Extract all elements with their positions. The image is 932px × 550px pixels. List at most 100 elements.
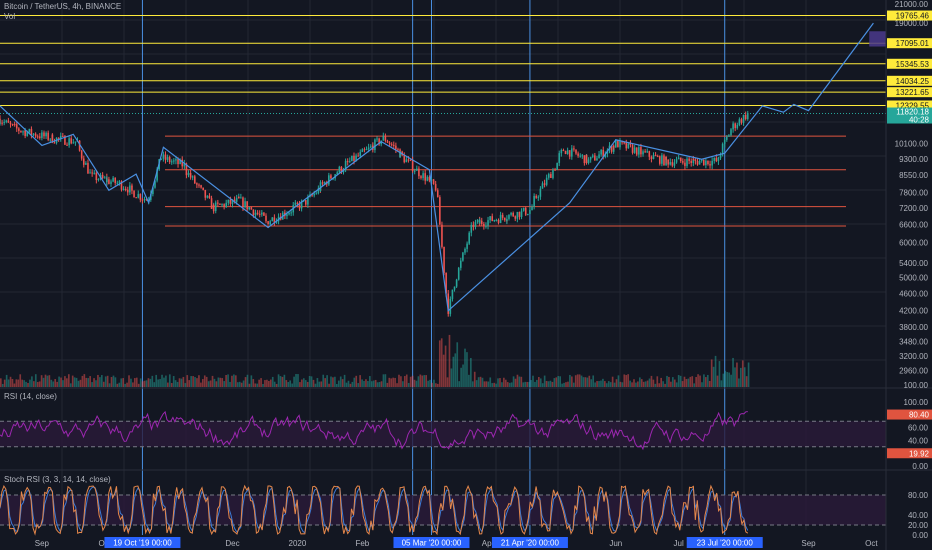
candle-body: [451, 289, 454, 293]
candle-body: [537, 196, 540, 198]
volume-bar: [69, 383, 72, 387]
candle-body: [447, 293, 450, 314]
candle-body: [265, 217, 267, 222]
candle-body: [359, 152, 362, 157]
volume-bar: [619, 381, 622, 387]
volume-bar: [231, 375, 233, 387]
volume-bar: [314, 383, 317, 387]
candle-body: [390, 144, 393, 146]
candle-body: [5, 120, 8, 122]
candle-body: [508, 214, 510, 219]
trend-lines[interactable]: [0, 22, 874, 312]
volume-bar: [613, 382, 616, 387]
candle-body: [122, 188, 125, 190]
volume-bar: [73, 377, 76, 387]
rsi-band: [0, 421, 886, 447]
volume-bar: [565, 382, 567, 387]
volume-bar: [236, 382, 239, 387]
volume-bar: [609, 382, 612, 387]
volume-bar: [656, 376, 659, 387]
volume-bar: [468, 374, 470, 387]
candle-body: [694, 159, 697, 161]
candle-body: [422, 173, 424, 179]
volume-bar: [134, 378, 136, 387]
candle-body: [547, 174, 550, 178]
volume-bar: [36, 381, 39, 387]
time-tick-label: Oct: [865, 539, 878, 548]
candle-body: [72, 142, 75, 144]
volume-bar: [380, 381, 383, 387]
candle-body: [654, 155, 657, 157]
volume-bar: [530, 380, 532, 387]
volume-bar: [526, 381, 528, 387]
volume-bar: [207, 381, 210, 387]
volume-bar: [27, 382, 29, 387]
volume-bar: [273, 381, 276, 387]
volume-bar: [590, 379, 593, 387]
candle-body: [441, 224, 443, 247]
time-marker-tag: [491, 537, 568, 548]
candle-body: [129, 185, 131, 193]
candle-body: [168, 157, 171, 163]
price-tick-label: 3800.00: [899, 323, 928, 332]
volume-bar: [506, 382, 509, 387]
volume-bar: [337, 380, 340, 387]
volume-bar: [638, 377, 641, 387]
volume-bar: [66, 378, 68, 387]
candle-body: [663, 155, 665, 166]
candle-body: [179, 159, 181, 165]
volume-bar: [240, 382, 243, 387]
volume-bar: [586, 377, 589, 387]
candle-body: [503, 217, 506, 221]
volume-bar: [633, 379, 635, 387]
candle-body: [562, 150, 565, 152]
candle-body: [449, 298, 452, 314]
candle-body: [652, 155, 655, 160]
volume-bar: [695, 376, 697, 387]
candle-body: [499, 214, 502, 223]
volume-bar: [485, 381, 488, 387]
volume-bar: [419, 374, 422, 387]
candle-body: [49, 139, 52, 141]
volume-bar: [462, 364, 464, 387]
volume-bar: [394, 377, 396, 387]
symbol-title: Bitcoin / TetherUS, 4h, BINANCE: [4, 2, 121, 11]
candle-body: [328, 175, 330, 185]
candle-body: [223, 204, 225, 208]
volume-bar: [219, 377, 222, 387]
candle-body: [271, 217, 274, 222]
candle-body: [468, 232, 470, 244]
time-axis[interactable]: SepOctDec2020FebAprJunJulSepOct19 Oct '1…: [35, 537, 879, 548]
volume-bar: [60, 377, 62, 387]
candle-body: [173, 160, 175, 162]
candle-body: [187, 172, 190, 176]
candle-body: [472, 224, 475, 227]
candle-body: [355, 155, 357, 161]
volume-bar: [466, 352, 468, 387]
candle-body: [684, 162, 686, 166]
projection-box[interactable]: [869, 31, 886, 47]
candle-body: [34, 133, 37, 137]
candle-body: [68, 138, 70, 146]
volume-bar: [654, 383, 657, 387]
candle-body: [124, 188, 127, 190]
volume-bar: [48, 375, 51, 387]
stoch-rsi-pane: [0, 484, 886, 536]
candle-body: [82, 158, 85, 165]
candle-body: [506, 218, 508, 221]
volume-bar: [17, 379, 20, 387]
candle-body: [698, 161, 701, 165]
volume-bar: [279, 376, 282, 387]
price-scale[interactable]: 21000.00 19000.00 10100.00 9300.00 8550.00 78…: [887, 0, 932, 540]
volume-bar: [724, 370, 727, 387]
candle-body: [451, 292, 454, 299]
volume-bar: [188, 380, 191, 387]
candle-body: [594, 155, 596, 161]
candle-body: [376, 138, 378, 140]
volume-bar: [320, 381, 323, 387]
volume-bar: [21, 379, 24, 387]
volume-bar: [392, 377, 394, 387]
volume-bar: [518, 376, 521, 387]
